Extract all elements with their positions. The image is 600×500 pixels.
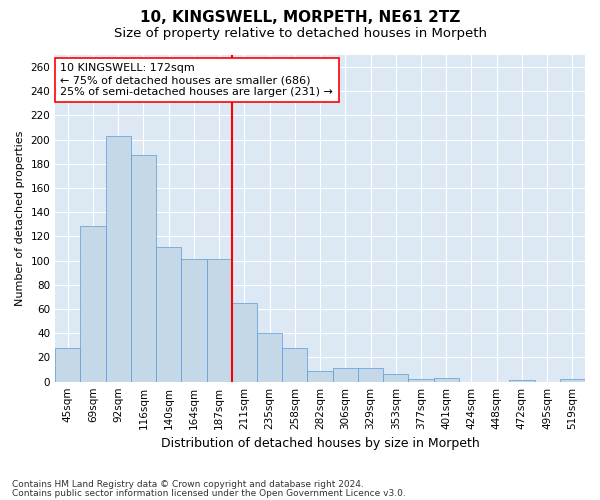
Bar [307, 371, 332, 382]
Bar [509, 380, 535, 382]
Bar [409, 380, 434, 382]
Bar [156, 248, 181, 382]
Bar [282, 348, 307, 382]
Bar [106, 136, 131, 382]
Bar [55, 348, 80, 382]
Text: Contains public sector information licensed under the Open Government Licence v3: Contains public sector information licen… [12, 488, 406, 498]
Bar [131, 156, 156, 382]
X-axis label: Distribution of detached houses by size in Morpeth: Distribution of detached houses by size … [161, 437, 479, 450]
Bar [232, 303, 257, 382]
Bar [383, 374, 409, 382]
Text: Contains HM Land Registry data © Crown copyright and database right 2024.: Contains HM Land Registry data © Crown c… [12, 480, 364, 489]
Text: 10 KINGSWELL: 172sqm
← 75% of detached houses are smaller (686)
25% of semi-deta: 10 KINGSWELL: 172sqm ← 75% of detached h… [60, 64, 333, 96]
Bar [80, 226, 106, 382]
Bar [332, 368, 358, 382]
Bar [358, 368, 383, 382]
Bar [181, 260, 206, 382]
Text: 10, KINGSWELL, MORPETH, NE61 2TZ: 10, KINGSWELL, MORPETH, NE61 2TZ [140, 10, 460, 25]
Bar [560, 380, 585, 382]
Y-axis label: Number of detached properties: Number of detached properties [15, 130, 25, 306]
Bar [206, 260, 232, 382]
Bar [434, 378, 459, 382]
Bar [257, 334, 282, 382]
Text: Size of property relative to detached houses in Morpeth: Size of property relative to detached ho… [113, 28, 487, 40]
